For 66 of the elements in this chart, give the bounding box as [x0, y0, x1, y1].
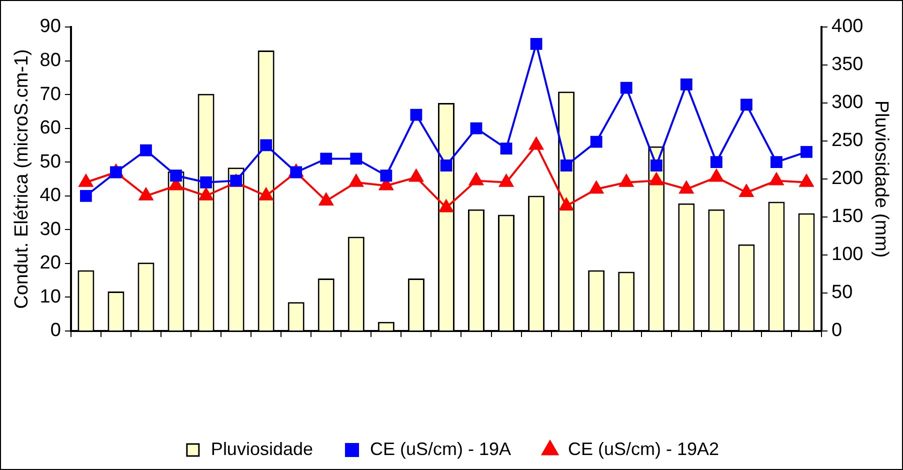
point — [769, 172, 784, 186]
point — [499, 174, 514, 187]
y-tick-label: 50 — [40, 151, 61, 172]
y2-tick-label: 350 — [832, 54, 864, 76]
y2-tick-label: 50 — [832, 282, 853, 304]
point — [470, 122, 482, 134]
point — [349, 174, 364, 187]
point — [170, 170, 182, 182]
y2-tick-label: 100 — [832, 244, 864, 266]
point — [530, 38, 542, 50]
point — [320, 152, 332, 165]
point — [679, 181, 694, 194]
y-axis-title: Condut. Elétrica (microS.cm-1) — [12, 49, 33, 309]
point — [560, 160, 572, 172]
y-tick-label: 70 — [40, 84, 61, 105]
point — [589, 181, 604, 194]
point — [80, 190, 92, 202]
point — [78, 174, 94, 187]
y2-tick-label: 300 — [832, 92, 864, 114]
point — [439, 200, 454, 212]
point — [799, 174, 814, 187]
point — [529, 137, 544, 150]
y2-tick-label: 250 — [832, 130, 864, 152]
y2-tick-label: 0 — [832, 320, 842, 342]
point — [680, 78, 692, 90]
point — [138, 188, 154, 200]
point — [409, 169, 424, 182]
point — [649, 172, 664, 186]
point — [650, 160, 662, 172]
point — [260, 139, 272, 152]
y-tick-label: 30 — [40, 218, 61, 240]
y2-tick-label: 150 — [832, 206, 864, 228]
legend-label: Pluviosidade — [210, 438, 314, 459]
point — [619, 174, 634, 187]
point — [200, 176, 212, 188]
point — [620, 82, 632, 94]
point — [500, 142, 512, 155]
y-tick-label: 10 — [40, 286, 61, 308]
point — [140, 144, 152, 156]
y-tick-label: 80 — [40, 50, 61, 72]
point — [770, 156, 782, 168]
point — [739, 184, 754, 198]
point — [709, 169, 724, 182]
point — [380, 170, 392, 182]
y2-axis-title: Pluviosidade (mm) — [870, 100, 892, 258]
point — [590, 136, 602, 148]
point — [410, 108, 422, 121]
y-tick-label: 0 — [50, 320, 61, 342]
point — [740, 98, 752, 111]
point — [259, 188, 274, 200]
y2-tick-label: 400 — [832, 16, 864, 38]
legend-label: CE (uS/cm) - 19A2 — [568, 438, 720, 459]
point — [469, 172, 484, 186]
point — [319, 192, 334, 206]
point — [440, 160, 452, 172]
point — [710, 156, 722, 168]
y-tick-label: 90 — [40, 16, 61, 38]
point — [198, 188, 214, 200]
legend-label: CE (uS/cm) - 19A — [370, 438, 512, 459]
point — [800, 146, 812, 158]
point — [350, 152, 362, 165]
y-tick-label: 20 — [40, 252, 61, 274]
y-tick-label: 60 — [40, 118, 61, 139]
point — [559, 198, 574, 211]
y2-tick-label: 200 — [832, 168, 864, 190]
y-tick-label: 40 — [40, 185, 61, 206]
